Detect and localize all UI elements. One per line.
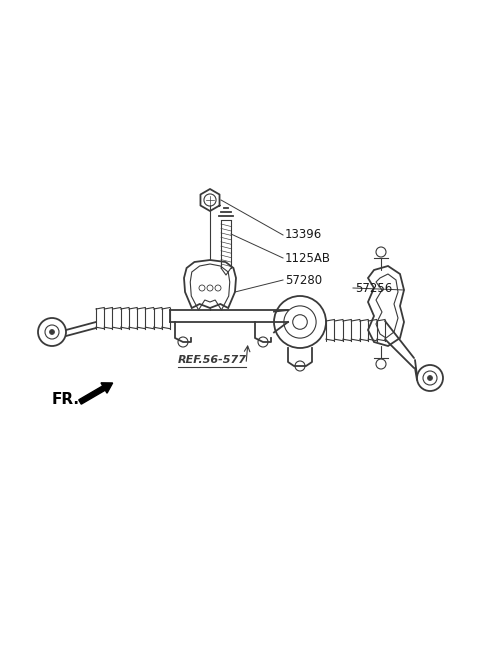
Text: 13396: 13396 [285, 229, 322, 242]
FancyArrow shape [79, 383, 113, 404]
Text: REF.56-577: REF.56-577 [178, 355, 247, 365]
Text: FR.: FR. [52, 392, 80, 407]
Circle shape [428, 375, 432, 381]
Text: 57256: 57256 [355, 282, 392, 295]
Circle shape [49, 329, 55, 335]
Text: 1125AB: 1125AB [285, 252, 331, 265]
Text: 57280: 57280 [285, 274, 322, 286]
